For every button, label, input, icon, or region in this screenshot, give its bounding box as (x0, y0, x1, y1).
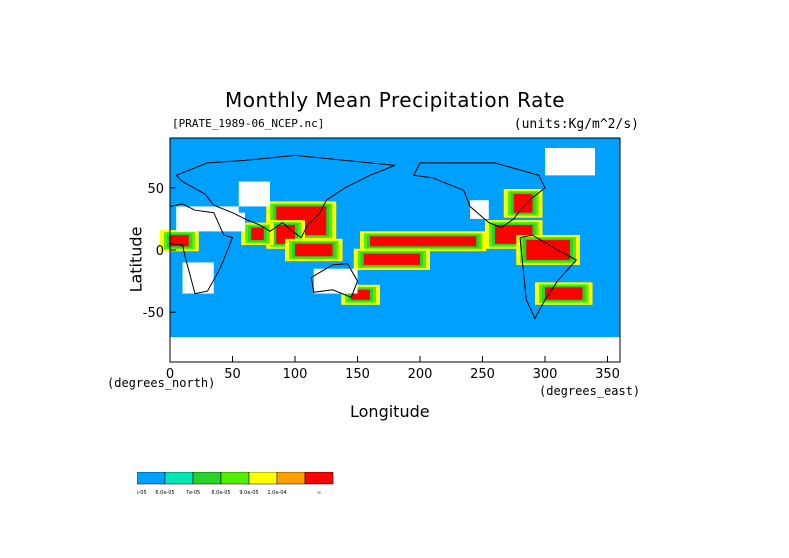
precip-core-amazon (526, 240, 570, 260)
x-tick-label: 200 (408, 367, 433, 382)
colorbar-swatch (192, 472, 222, 485)
dry-antarctica (170, 337, 620, 362)
coastline (175, 154, 396, 239)
x-tick-label: 250 (470, 367, 495, 382)
precip-core-arabian-sea (251, 227, 264, 241)
dry-arabia (213, 212, 245, 232)
dry-australia (313, 268, 358, 294)
x-tick-label: 100 (283, 367, 308, 382)
y-tick-label: -50 (143, 306, 164, 321)
colorbar-label: 7e-05 (186, 490, 200, 496)
dry-greenland (545, 147, 595, 176)
precip-core-itcz-pacific (370, 236, 477, 247)
x-tick-label: 50 (224, 367, 241, 382)
colorbar-label: 5.0e-05 (137, 490, 147, 496)
colorbar-swatch (220, 472, 250, 485)
colorbar-label: 9.0e-05 (239, 490, 258, 496)
colorbar: 5.0e-05 6.0e-05 7e-05 8.0e-05 9.0e-05 1.0e-04… (137, 472, 334, 496)
precip-core-tasman-front (351, 289, 370, 300)
colorbar-swatch (248, 472, 278, 485)
colorbar-swatch (304, 472, 334, 485)
precip-core-spcz (363, 253, 420, 265)
units-label: (units:Kg/m^2/s) (513, 117, 639, 132)
dry-western-us (470, 200, 489, 219)
coastline (519, 234, 578, 320)
precip-core-south-atlantic-front (545, 287, 583, 300)
precip-core-west-africa (170, 235, 189, 247)
file-label: [PRATE_1989-06_NCEP.nc] (172, 117, 325, 130)
colorbar-swatch (276, 472, 306, 485)
x-axis-label: Longitude (350, 402, 430, 421)
precip-core-indonesia (295, 243, 333, 257)
colorbar-label: 8.0e-05 (211, 490, 230, 496)
x-tick-label: 300 (533, 367, 558, 382)
coastline (169, 203, 234, 295)
x-tick-label: 0 (166, 367, 174, 382)
y-tick-label: 0 (156, 244, 164, 259)
y-axis-unit: (degrees_north) (107, 376, 216, 390)
colorbar-swatch (164, 472, 194, 485)
dry-central-asia (238, 181, 270, 207)
colorbar-swatch (137, 472, 166, 485)
colorbar-label: 1.0e-04 (267, 490, 286, 496)
x-tick-label: 150 (345, 367, 370, 382)
colorbar-label: 6.0e-05 (155, 490, 174, 496)
dry-regions (170, 147, 620, 362)
x-axis-unit: (degrees_east) (539, 384, 641, 398)
chart-title: Monthly Mean Precipitation Rate (224, 88, 565, 112)
coastlines (169, 154, 578, 320)
precip-core-eastern-us (513, 194, 533, 213)
y-tick-label: 50 (147, 182, 164, 197)
colorbar-label: ∞ (317, 490, 321, 496)
axis-ticks: 0 50 100 150 200 250 300 350 50 0 -50 (143, 182, 620, 382)
coastline (310, 263, 359, 298)
coastline (413, 162, 546, 229)
precip-regions (160, 189, 593, 305)
x-tick-label: 350 (595, 367, 620, 382)
